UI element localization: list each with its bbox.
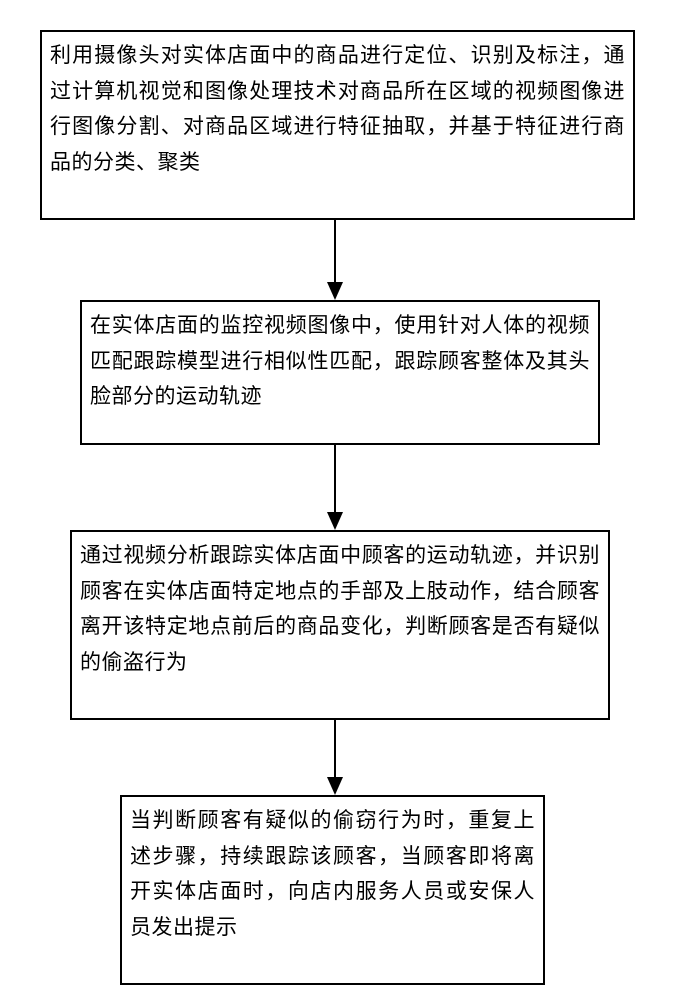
- flow-node-1-text: 利用摄像头对实体店面中的商品进行定位、识别及标注，通过计算机视觉和图像处理技术对…: [42, 32, 633, 187]
- flow-node-3: 通过视频分析跟踪实体店面中顾客的运动轨迹，并识别顾客在实体店面特定地点的手部及上…: [70, 530, 610, 720]
- flow-node-2: 在实体店面的监控视频图像中，使用针对人体的视频匹配跟踪模型进行相似性匹配，跟踪顾…: [80, 300, 600, 445]
- flow-node-3-text: 通过视频分析跟踪实体店面中顾客的运动轨迹，并识别顾客在实体店面特定地点的手部及上…: [72, 532, 608, 687]
- flow-node-4-text: 当判断顾客有疑似的偷窃行为时，重复上述步骤，持续跟踪该顾客，当顾客即将离开实体店…: [122, 797, 543, 952]
- flow-node-2-text: 在实体店面的监控视频图像中，使用针对人体的视频匹配跟踪模型进行相似性匹配，跟踪顾…: [82, 302, 598, 421]
- flow-node-1: 利用摄像头对实体店面中的商品进行定位、识别及标注，通过计算机视觉和图像处理技术对…: [40, 30, 635, 220]
- flowchart-canvas: 利用摄像头对实体店面中的商品进行定位、识别及标注，通过计算机视觉和图像处理技术对…: [0, 0, 675, 1000]
- flow-node-4: 当判断顾客有疑似的偷窃行为时，重复上述步骤，持续跟踪该顾客，当顾客即将离开实体店…: [120, 795, 545, 985]
